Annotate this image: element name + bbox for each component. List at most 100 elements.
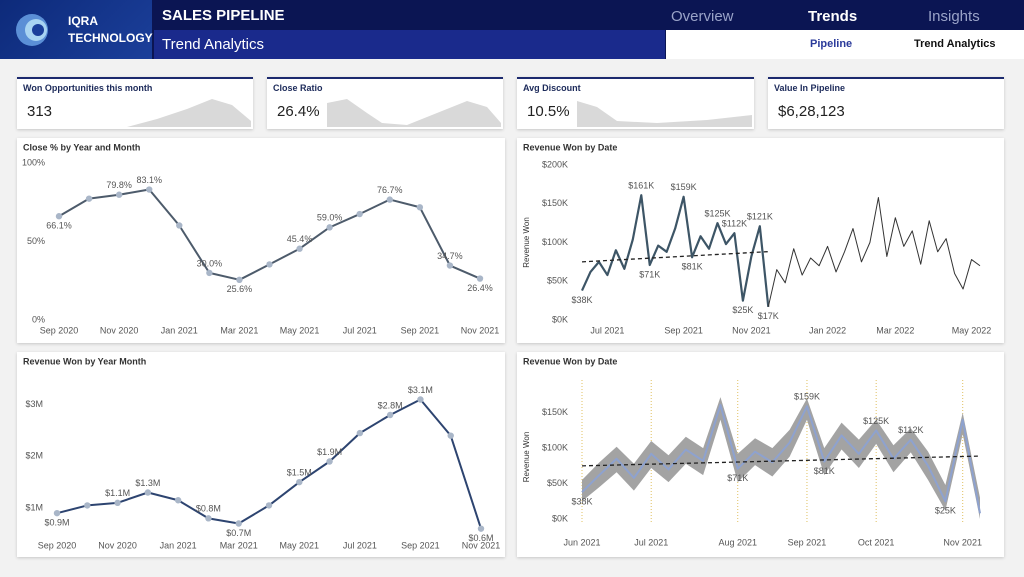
- subnav-tab[interactable]: Pipeline: [810, 38, 853, 50]
- y-tick-label: $1M: [25, 502, 43, 512]
- data-label: $81K: [682, 262, 703, 272]
- marker: [266, 261, 273, 268]
- kpi-card: Won Opportunities this month 313: [17, 77, 253, 129]
- x-tick-label: May 2021: [280, 325, 320, 335]
- data-label: $1.1M: [105, 488, 130, 498]
- marker: [205, 515, 212, 522]
- chart-card: Revenue Won by Date Revenue Won $0K $50K $10…: [517, 138, 1004, 343]
- x-tick-label: Nov 2021: [732, 325, 771, 335]
- y-tick-label: 0%: [32, 314, 45, 324]
- marker: [386, 196, 393, 203]
- data-label: $112K: [722, 219, 747, 229]
- marker: [326, 224, 333, 231]
- marker: [477, 525, 485, 532]
- y-tick-label: $0K: [552, 314, 568, 324]
- data-label: $159K: [671, 182, 697, 192]
- y-tick-label: $2M: [25, 451, 43, 461]
- marker: [447, 432, 454, 439]
- brand: IQRA TECHNOLOGY: [68, 14, 153, 45]
- x-tick-label: Jun 2021: [563, 537, 600, 547]
- subnav-bar: Pipeline Trend Analytics: [666, 30, 1024, 59]
- y-tick-label: $100K: [542, 237, 568, 247]
- y-axis-title: Revenue Won: [522, 432, 531, 483]
- marker: [296, 478, 303, 486]
- kpi-card: Avg Discount 10.5%: [517, 77, 754, 129]
- marker: [416, 204, 424, 211]
- marker: [115, 191, 123, 198]
- series-line: [56, 398, 482, 529]
- nav-tab[interactable]: Trends: [808, 8, 858, 25]
- x-tick-label: Jul 2021: [343, 325, 377, 335]
- y-tick-label: $50K: [547, 276, 568, 286]
- data-label: 76.7%: [377, 185, 403, 195]
- data-label: 83.1%: [136, 175, 162, 185]
- kpi-label: Won Opportunities this month: [23, 83, 153, 93]
- data-label: $81K: [814, 466, 835, 476]
- marker: [53, 509, 61, 517]
- data-label: 30.0%: [197, 258, 223, 268]
- data-label: $1.3M: [135, 478, 160, 488]
- kpi-value: 313: [27, 103, 53, 120]
- nav-tab[interactable]: Overview: [671, 8, 734, 25]
- chart-title: Close % by Year and Month: [23, 142, 140, 152]
- x-tick-label: Nov 2021: [943, 537, 982, 547]
- x-tick-label: Sep 2021: [401, 325, 440, 335]
- y-tick-label: $3M: [25, 399, 43, 409]
- marker: [84, 502, 91, 509]
- data-label: $1.9M: [317, 447, 342, 457]
- kpi-value: 26.4%: [277, 103, 320, 120]
- data-label: $0.7M: [226, 528, 251, 538]
- marker: [265, 502, 273, 509]
- logo-block: IQRA TECHNOLOGY: [0, 0, 153, 59]
- app-title: SALES PIPELINE: [162, 7, 285, 24]
- marker: [386, 411, 394, 419]
- kpi-value: $6,28,123: [778, 103, 845, 120]
- x-tick-label: Nov 2021: [462, 540, 501, 550]
- data-label: $38K: [571, 295, 592, 305]
- chart-card: Revenue Won by Year Month $1M $2M $3M Sep 20…: [17, 352, 505, 557]
- x-tick-label: Mar 2021: [220, 540, 258, 550]
- x-tick-label: Sep 2021: [788, 537, 827, 547]
- kpi-card: Value In Pipeline $6,28,123: [768, 77, 1004, 129]
- data-label: 34.7%: [437, 251, 463, 261]
- kpi-card: Close Ratio 26.4%: [267, 77, 503, 129]
- marker: [114, 499, 121, 507]
- data-label: $112K: [898, 425, 923, 435]
- data-label: $71K: [727, 473, 748, 483]
- chart-card: Revenue Won by Date Revenue Won $0K $50K $10…: [517, 352, 1004, 557]
- data-label: $71K: [639, 269, 660, 279]
- marker: [446, 262, 454, 269]
- data-label: $121K: [747, 212, 773, 222]
- marker: [326, 458, 333, 465]
- marker: [476, 275, 484, 282]
- nav-tab[interactable]: Insights: [928, 8, 980, 25]
- data-label: $125K: [704, 209, 730, 219]
- data-label: $38K: [571, 496, 592, 506]
- data-label: 45.4%: [287, 234, 313, 244]
- data-label: 59.0%: [317, 213, 343, 223]
- series-line: [581, 250, 769, 263]
- sparkline: [327, 99, 501, 127]
- header: IQRA TECHNOLOGY SALES PIPELINE Trend Ana…: [0, 0, 1024, 59]
- data-label: $125K: [863, 416, 889, 426]
- x-tick-label: Jul 2021: [590, 325, 624, 335]
- kpi-label: Avg Discount: [523, 83, 581, 93]
- x-tick-label: Nov 2020: [100, 325, 139, 335]
- x-tick-label: Sep 2021: [664, 325, 703, 335]
- marker: [417, 396, 424, 403]
- data-label: $1.5M: [287, 468, 312, 478]
- x-tick-label: Jul 2021: [634, 537, 668, 547]
- marker: [85, 195, 93, 202]
- x-tick-label: May 2022: [952, 325, 992, 335]
- x-tick-label: Aug 2021: [718, 537, 757, 547]
- y-tick-label: $0K: [552, 513, 568, 523]
- marker: [296, 245, 303, 252]
- subnav-tab[interactable]: Trend Analytics: [914, 38, 996, 50]
- marker: [176, 222, 183, 229]
- data-label: $0.8M: [196, 504, 221, 514]
- chart-title: Revenue Won by Date: [523, 142, 617, 152]
- sparkline: [577, 101, 752, 127]
- y-tick-label: $150K: [542, 198, 568, 208]
- y-tick-label: $150K: [542, 407, 568, 417]
